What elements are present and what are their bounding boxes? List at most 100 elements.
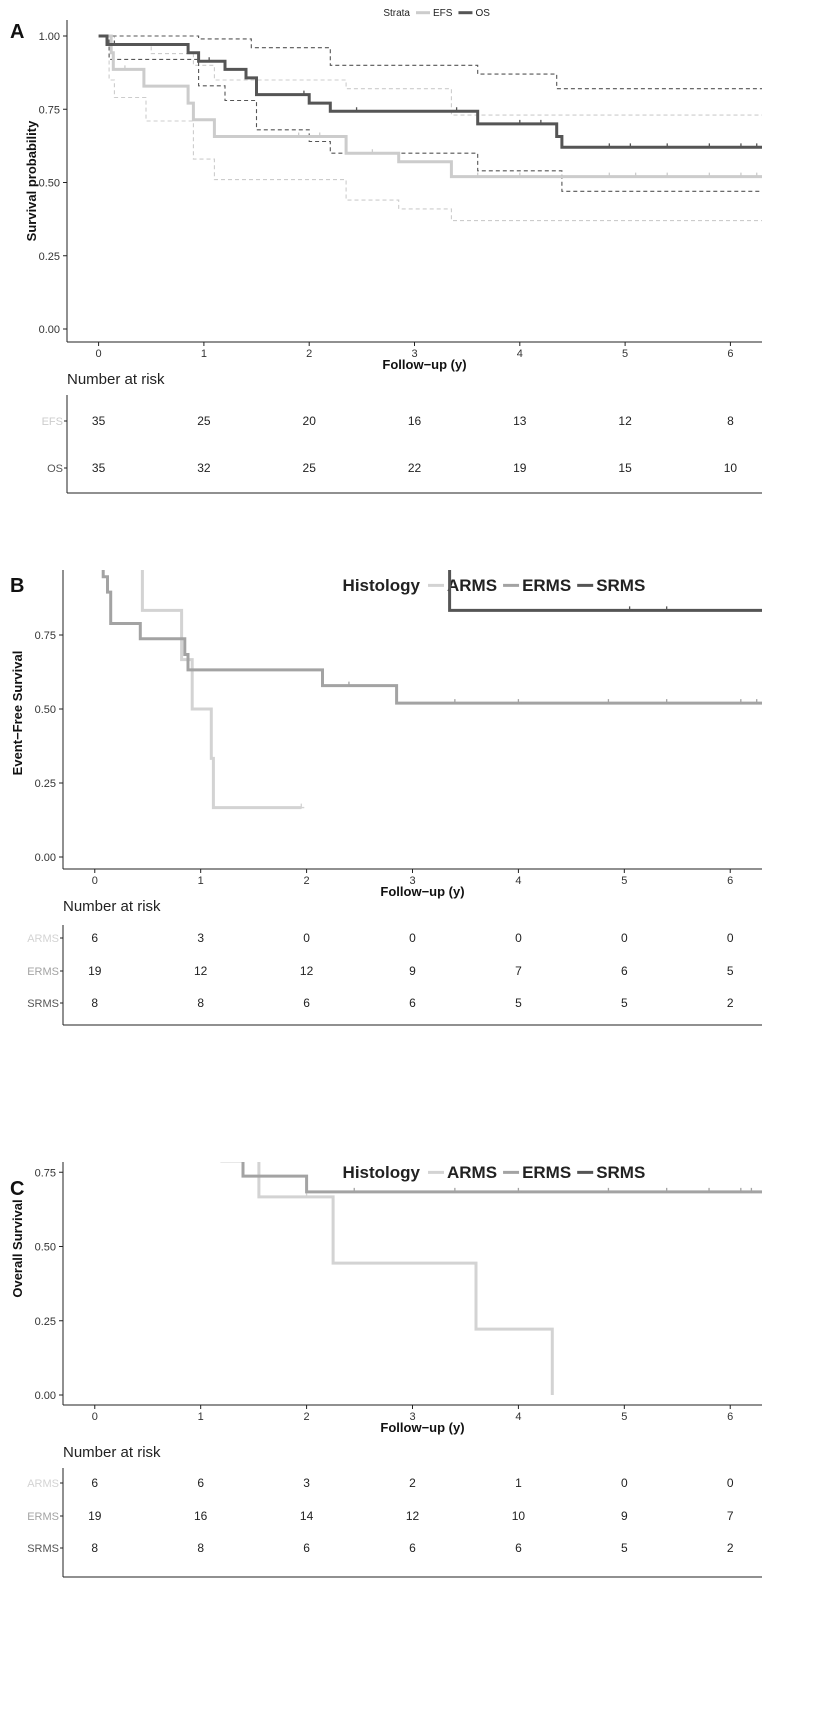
risk-count: 6: [621, 964, 628, 978]
erms-survival-line: [94, 559, 762, 705]
x-axis-title: Follow−up (y): [380, 1420, 464, 1435]
y-tick-label: 0.25: [35, 778, 56, 790]
risk-row-label-erms: ERMS: [27, 966, 59, 978]
erms-censor-mark: [663, 1187, 670, 1193]
risk-row-label-os: OS: [47, 463, 63, 475]
y-axis-title: Event−Free Survival: [10, 651, 25, 776]
os-censor-mark: [664, 143, 671, 149]
legend: Strata EFS OS: [383, 8, 490, 19]
series-group: [98, 34, 762, 222]
legend-label-arms: ARMS: [447, 1163, 497, 1182]
risk-count: 6: [409, 1541, 416, 1555]
risk-count: 0: [303, 931, 310, 945]
risk-count: 6: [91, 1476, 98, 1490]
legend-label-arms: ARMS: [447, 576, 497, 595]
y-tick-label: 0.00: [39, 324, 60, 336]
erms-censor-mark: [748, 1187, 755, 1193]
erms-censor-mark: [345, 681, 352, 687]
erms-censor-mark: [663, 699, 670, 705]
panel-letter: C: [10, 1178, 24, 1200]
risk-count: 8: [727, 414, 734, 428]
efs-ci-upper-line: [98, 35, 762, 116]
os-censor-mark: [300, 90, 307, 96]
risk-count: 0: [515, 931, 522, 945]
risk-count: 0: [621, 931, 628, 945]
risk-count: 13: [513, 414, 527, 428]
efs-censor-mark: [369, 149, 376, 155]
risk-count: 5: [727, 964, 734, 978]
risk-table: Number at risk EFS 35 25 20 16 13 12 8 OS 35 32 25 22…: [42, 371, 762, 494]
series-group: [94, 557, 762, 810]
risk-count: 20: [303, 414, 317, 428]
risk-count: 5: [621, 996, 628, 1010]
arms-survival-line: [94, 1096, 554, 1395]
panel-letter: B: [10, 575, 24, 597]
os-censor-mark: [606, 143, 613, 149]
erms-censor-mark: [515, 699, 522, 705]
erms-censor-mark: [706, 1187, 713, 1193]
y-axis-title: Overall Survival: [10, 1199, 25, 1297]
os-ci-lower-line: [98, 35, 762, 192]
os-ci-upper-line: [98, 35, 762, 90]
risk-count: 7: [515, 964, 522, 978]
x-tick-label: 3: [409, 1411, 415, 1423]
legend-label-efs: EFS: [433, 8, 453, 19]
x-tick-label: 6: [727, 348, 733, 360]
risk-count: 3: [303, 1476, 310, 1490]
risk-count: 8: [91, 1541, 98, 1555]
efs-censor-mark: [121, 65, 128, 71]
risk-count: 2: [727, 1541, 734, 1555]
risk-count: 19: [88, 964, 102, 978]
risk-count: 35: [92, 414, 106, 428]
risk-count: 2: [727, 996, 734, 1010]
legend: Histology ARMS ERMS SRMS: [343, 576, 646, 595]
risk-count: 7: [727, 1509, 734, 1523]
risk-count: 3: [197, 931, 204, 945]
arms-censor-mark: [298, 803, 305, 809]
x-tick-label: 3: [411, 348, 417, 360]
risk-table-title: Number at risk: [67, 371, 165, 388]
efs-censor-mark: [664, 172, 671, 178]
series-group: [94, 1094, 762, 1395]
y-axis-title: Survival probability: [24, 120, 39, 241]
x-tick-label: 6: [727, 875, 733, 887]
arms-censor-mark: [303, 1192, 310, 1198]
risk-count: 6: [409, 996, 416, 1010]
risk-count: 8: [197, 996, 204, 1010]
risk-count: 8: [197, 1541, 204, 1555]
erms-censor-mark: [451, 699, 458, 705]
os-survival-line: [98, 34, 762, 149]
erms-censor-mark: [737, 699, 744, 705]
chart-body: CHistologyARMSERMSSRMS0.000.250.500.751.…: [10, 1092, 762, 1578]
efs-censor-mark: [737, 172, 744, 178]
erms-survival-line: [94, 1096, 762, 1194]
erms-censor-mark: [753, 699, 760, 705]
erms-censor-mark: [605, 699, 612, 705]
risk-row-label-arms: ARMS: [27, 1478, 59, 1490]
y-tick-label: 1.00: [39, 31, 60, 43]
y-tick-label: 0.50: [35, 1242, 56, 1254]
risk-count: 19: [88, 1509, 102, 1523]
risk-count: 19: [513, 461, 527, 475]
legend-title: Strata: [383, 8, 410, 19]
panel-a: A Strata EFS OS 0.00 0.25 0.50 0.75 1.00 0 1 2 3 4 5 6 F…: [0, 0, 840, 545]
risk-row-label-srms: SRMS: [27, 998, 59, 1010]
srms-censor-mark: [663, 606, 670, 612]
os-censor-mark: [753, 143, 760, 149]
legend-title: Histology: [343, 1163, 421, 1182]
y-tick-label: 0.75: [39, 104, 60, 116]
risk-count: 16: [408, 414, 422, 428]
os-censor-mark: [516, 119, 523, 125]
risk-count: 9: [409, 964, 416, 978]
risk-count: 0: [727, 1476, 734, 1490]
erms-censor-mark: [515, 1187, 522, 1193]
risk-count: 6: [197, 1476, 204, 1490]
legend-label-srms: SRMS: [596, 576, 645, 595]
efs-censor-mark: [632, 172, 639, 178]
risk-count: 0: [727, 931, 734, 945]
risk-row-label-efs: EFS: [42, 416, 63, 428]
risk-count: 12: [618, 414, 632, 428]
x-tick-label: 4: [517, 348, 523, 360]
